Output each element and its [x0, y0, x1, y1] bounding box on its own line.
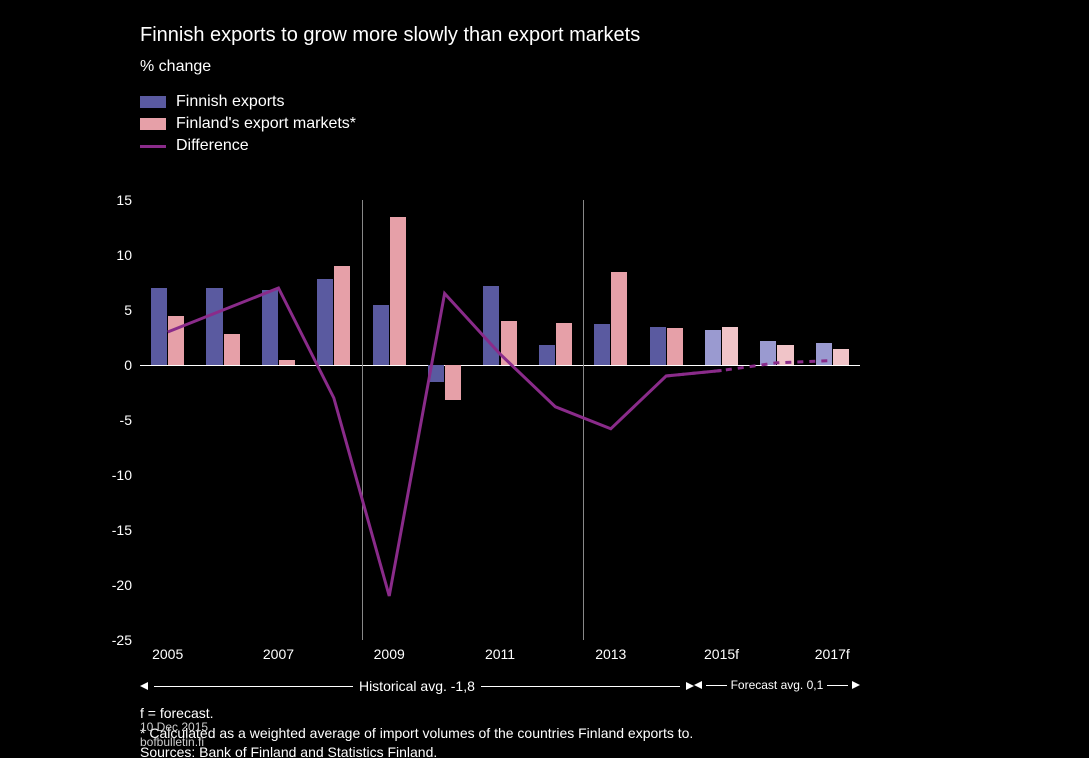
legend-label: Finnish exports — [176, 93, 285, 111]
x-tick-label: 2007 — [263, 640, 294, 662]
chart-container: Finnish exports to grow more slowly than… — [0, 0, 1089, 758]
chart-title: Finnish exports to grow more slowly than… — [140, 24, 640, 47]
legend-item: Finland's export markets* — [140, 114, 356, 134]
y-tick-label: -10 — [92, 467, 140, 483]
forecast-avg-label: Forecast avg. 0,1 — [731, 678, 824, 692]
difference-line — [140, 200, 860, 640]
legend: Finnish exports Finland's export markets*… — [140, 92, 356, 158]
x-tick-label: 2015f — [704, 640, 739, 662]
legend-item: Difference — [140, 136, 356, 156]
y-tick-label: -20 — [92, 577, 140, 593]
x-tick-label: 2017f — [815, 640, 850, 662]
legend-swatch — [140, 118, 166, 130]
avg-annotation: Historical avg. -1,8 Forecast avg. 0,1 — [140, 678, 860, 698]
legend-label: Finland's export markets* — [176, 115, 356, 133]
historical-avg-label: Historical avg. -1,8 — [359, 678, 475, 694]
y-tick-label: -5 — [92, 412, 140, 428]
y-tick-label: 15 — [92, 192, 140, 208]
legend-item: Finnish exports — [140, 92, 356, 112]
y-tick-label: 5 — [92, 302, 140, 318]
y-tick-label: 0 — [92, 357, 140, 373]
x-tick-label: 2005 — [152, 640, 183, 662]
y-tick-label: -25 — [92, 632, 140, 648]
chart-subtitle: % change — [140, 58, 211, 76]
x-tick-label: 2009 — [374, 640, 405, 662]
plot-area: -25-20-15-10-505101520052007200920112013… — [140, 200, 860, 640]
x-tick-label: 2011 — [485, 640, 515, 662]
legend-label: Difference — [176, 137, 249, 155]
footnote-line: * Calculated as a weighted average of im… — [140, 724, 693, 744]
y-tick-label: -15 — [92, 522, 140, 538]
footnote-line: f = forecast. — [140, 704, 693, 724]
y-tick-label: 10 — [92, 247, 140, 263]
legend-swatch — [140, 96, 166, 108]
date-label: 10 Dec 2015 — [140, 720, 208, 734]
x-tick-label: 2013 — [595, 640, 626, 662]
footnotes: f = forecast.* Calculated as a weighted … — [140, 704, 693, 758]
site-label: bofbulletin.fi — [140, 735, 204, 749]
legend-line-icon — [140, 145, 166, 148]
footnote-line: Sources: Bank of Finland and Statistics … — [140, 743, 693, 758]
